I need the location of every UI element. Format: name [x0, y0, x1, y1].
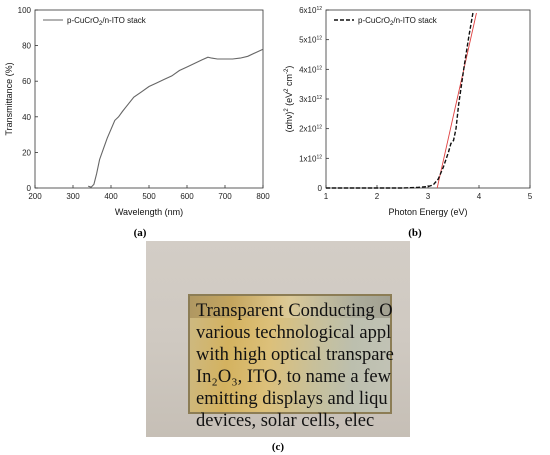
coated-glass-slide: [188, 294, 392, 414]
panel-label-c: (c): [272, 441, 285, 453]
photo-text-line: Transparent Conducting O: [196, 301, 393, 321]
photo-text-line: devices, solar cells, elec: [196, 411, 375, 431]
chart-a-series-line: [88, 48, 264, 188]
chart-a-xtick-label: 500: [142, 192, 156, 201]
photo-text-line: various technological appl: [196, 323, 392, 343]
chart-a-lines: [88, 48, 264, 188]
chart-a-ytick-label: 100: [18, 6, 32, 15]
chart-b-ytick-label: 4x1012: [299, 65, 322, 74]
chart-b-xtick-label: 5: [528, 192, 533, 201]
chart-a-xtick-label: 400: [104, 192, 118, 201]
chart-b-ytick-label: 3x1012: [299, 95, 322, 104]
chart-a-ticks: 200 300 400 500 600 700 800 0 20 40 60 80 100: [18, 6, 271, 201]
chart-a-legend-label: p-CuCrO2/n-ITO stack: [67, 16, 147, 27]
chart-b-lines: [326, 12, 477, 189]
chart-b-ytick-label: 2x1012: [299, 125, 322, 134]
chart-a-ytick-label: 80: [22, 42, 31, 51]
chart-b-xtick-label: 1: [324, 192, 329, 201]
chart-b-series-line: [326, 12, 474, 189]
chart-a-xtick-label: 700: [218, 192, 232, 201]
chart-a-xtick-label: 600: [180, 192, 194, 201]
chart-b-xlabel: Photon Energy (eV): [388, 207, 467, 217]
chart-a-ylabel: Transmittance (%): [4, 62, 14, 135]
chart-b-ytick-label: 1x1012: [299, 154, 322, 163]
chart-b-ytick-label: 0: [318, 184, 323, 193]
chart-a-xlabel: Wavelength (nm): [115, 207, 183, 217]
chart-b-ytick-label: 5x1012: [299, 36, 322, 45]
chart-b-ytick-label: 6x1012: [299, 6, 322, 15]
photo-text-line: In₂O₃, ITO, to name a few: [196, 367, 391, 387]
chart-b-legend: p-CuCrO2/n-ITO stack: [334, 16, 438, 27]
chart-b-xtick-label: 4: [477, 192, 482, 201]
chart-b-legend-label: p-CuCrO2/n-ITO stack: [358, 16, 438, 27]
chart-b-fit-line: [436, 12, 477, 189]
chart-a-xtick-label: 300: [66, 192, 80, 201]
glass-reflection: [190, 296, 390, 318]
chart-a-ytick-label: 0: [27, 184, 32, 193]
chart-b-xtick-label: 3: [426, 192, 431, 201]
chart-a-ytick-label: 20: [22, 148, 31, 157]
photo-text-line: with high optical transpare: [196, 345, 394, 365]
chart-a-ytick-label: 40: [22, 113, 31, 122]
chart-a-xtick-label: 800: [256, 192, 270, 201]
panel-label-b: (b): [408, 227, 422, 239]
panel-label-a: (a): [134, 227, 147, 239]
chart-a-legend: p-CuCrO2/n-ITO stack: [43, 16, 147, 27]
chart-b-xtick-label: 2: [375, 192, 380, 201]
chart-a-xtick-label: 200: [28, 192, 42, 201]
chart-b-ticks: 1 2 3 4 5 0 1x1012 2x1012 3x1012 4x1012 5x1012 6x10…: [299, 6, 533, 201]
chart-a-ytick-label: 60: [22, 77, 31, 86]
chart-b-ylabel: (αhν)2 (eV2 cm-2): [284, 66, 294, 133]
sample-photo: Transparent Conducting O various technol…: [146, 241, 410, 437]
photo-text-line: emitting displays and liqu: [196, 389, 388, 409]
